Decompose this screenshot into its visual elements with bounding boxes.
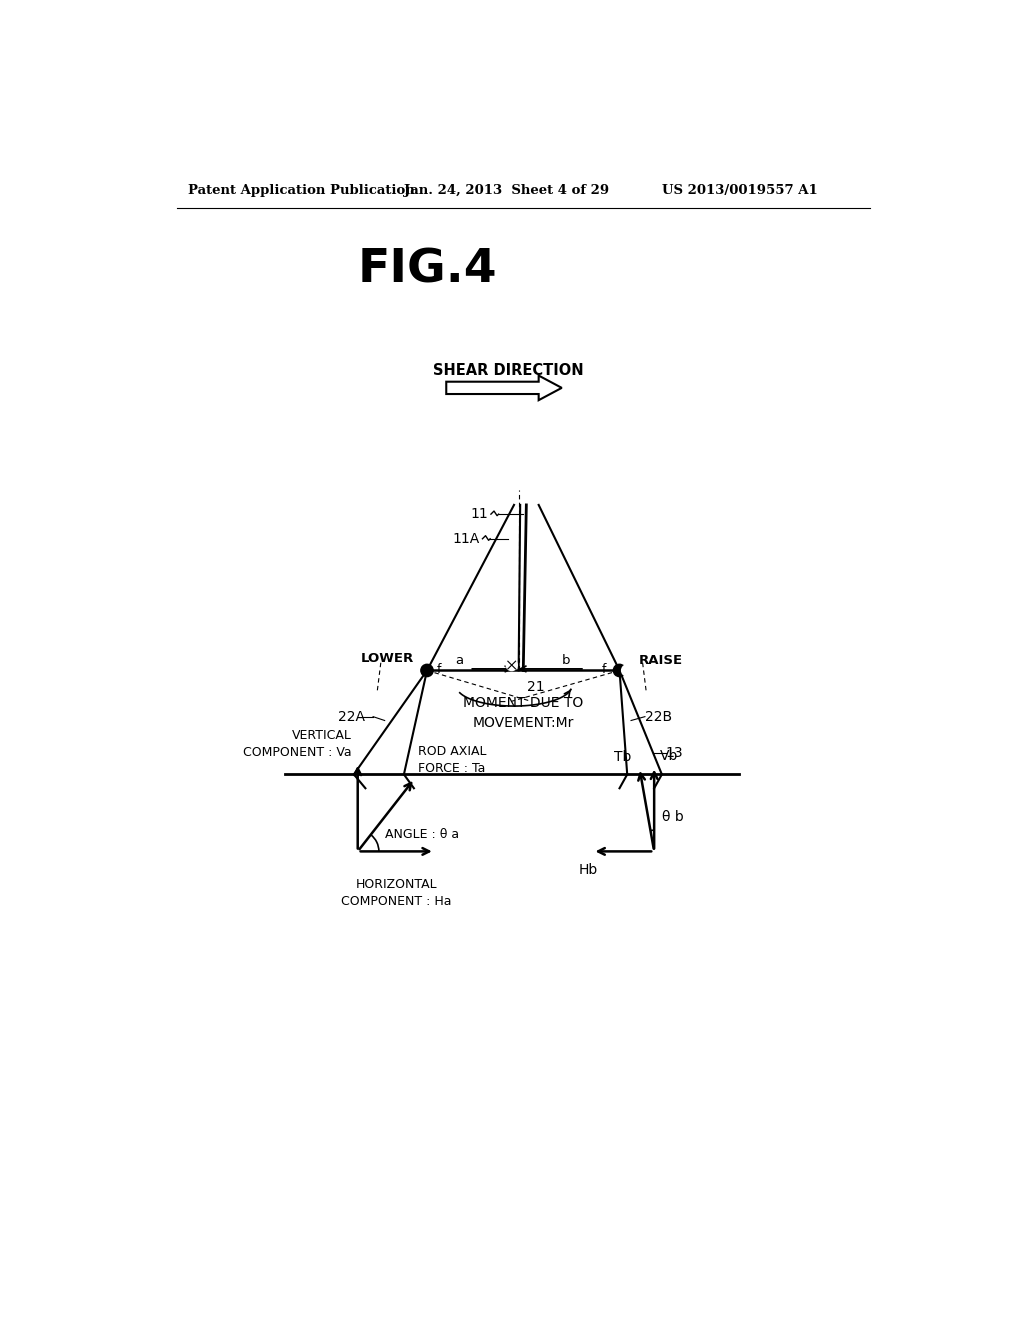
Text: f: f (436, 663, 440, 676)
Circle shape (421, 664, 433, 677)
Text: 22A: 22A (339, 710, 366, 723)
Text: f: f (602, 663, 606, 676)
Text: HORIZONTAL
COMPONENT : Ha: HORIZONTAL COMPONENT : Ha (341, 878, 452, 908)
Text: Patent Application Publication: Patent Application Publication (188, 185, 415, 197)
Text: 21: 21 (527, 680, 545, 694)
Text: ROD AXIAL
FORCE : Ta: ROD AXIAL FORCE : Ta (419, 744, 487, 775)
Text: US 2013/0019557 A1: US 2013/0019557 A1 (662, 185, 817, 197)
Text: Vb: Vb (660, 748, 679, 763)
Polygon shape (446, 376, 562, 400)
Text: 11A: 11A (453, 532, 479, 545)
Circle shape (506, 660, 517, 671)
Text: SHEAR DIRECTION: SHEAR DIRECTION (432, 363, 584, 378)
Text: θ b: θ b (662, 809, 684, 824)
Text: 13: 13 (666, 746, 683, 760)
Text: Tb: Tb (614, 750, 632, 764)
Text: VERTICAL
COMPONENT : Va: VERTICAL COMPONENT : Va (243, 729, 351, 759)
Text: RAISE: RAISE (639, 653, 683, 667)
Circle shape (622, 665, 633, 676)
Text: LOWER: LOWER (360, 652, 414, 665)
Text: ANGLE : θ a: ANGLE : θ a (385, 828, 459, 841)
Text: MOMENT DUE TO
MOVEMENT:Mr: MOMENT DUE TO MOVEMENT:Mr (463, 696, 584, 730)
Text: Hb: Hb (580, 863, 598, 876)
Text: a: a (456, 653, 464, 667)
Circle shape (613, 664, 626, 677)
Text: Jan. 24, 2013  Sheet 4 of 29: Jan. 24, 2013 Sheet 4 of 29 (403, 185, 609, 197)
Text: b: b (561, 653, 570, 667)
Text: 22B: 22B (645, 710, 672, 723)
Text: FIG.4: FIG.4 (357, 248, 497, 293)
Text: 11: 11 (470, 507, 487, 521)
